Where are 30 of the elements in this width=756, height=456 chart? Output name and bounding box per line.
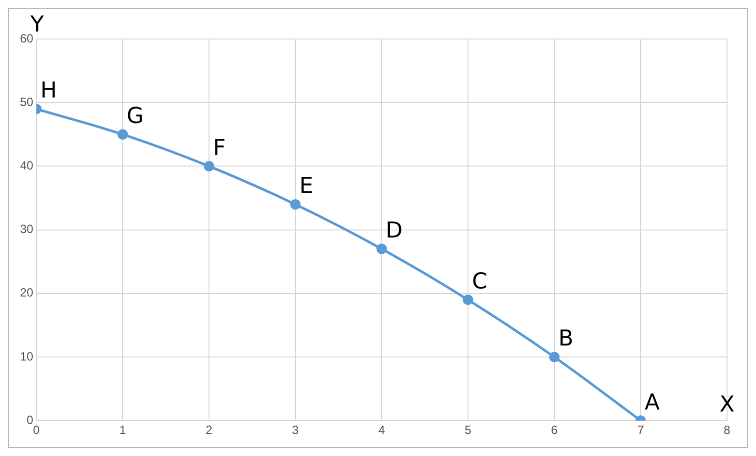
annotation: C <box>472 269 488 294</box>
y-tick-label: 60 <box>20 31 34 46</box>
annotation: B <box>558 326 574 352</box>
point <box>462 294 474 306</box>
annotation: G <box>126 104 144 130</box>
point <box>376 244 387 254</box>
x-tick-label: 6 <box>550 423 558 438</box>
annotation: D <box>386 218 403 244</box>
annotation: E <box>299 174 314 200</box>
point <box>290 199 301 210</box>
x-tick-label: 3 <box>292 423 299 438</box>
point <box>117 129 128 140</box>
x-axis-title: X <box>719 392 735 418</box>
y-tick-label: 20 <box>20 286 34 300</box>
x-tick-label: 7 <box>637 423 644 438</box>
y-tick-label: 0 <box>26 412 34 427</box>
x-tick-label: 1 <box>119 423 126 438</box>
x-tick-label: 2 <box>206 423 213 438</box>
x-tick-label: 8 <box>724 423 731 438</box>
point <box>549 352 560 362</box>
annotation: F <box>213 136 226 161</box>
x-tick-label: 4 <box>378 423 386 438</box>
annotation: H <box>40 78 57 104</box>
y-tick-label: 50 <box>20 94 34 109</box>
y-tick-label: 40 <box>20 158 34 173</box>
annotation: A <box>644 390 660 416</box>
y-tick-label: 30 <box>20 222 34 236</box>
y-tick-label: 10 <box>20 349 34 364</box>
point <box>204 160 214 172</box>
x-tick-label: 5 <box>464 423 472 438</box>
